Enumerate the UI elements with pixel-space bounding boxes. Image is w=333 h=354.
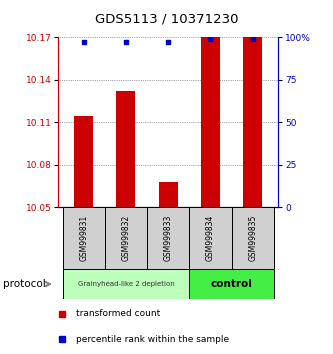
Point: [166, 39, 171, 45]
Text: control: control: [211, 279, 252, 289]
Bar: [201, 37, 220, 207]
Text: percentile rank within the sample: percentile rank within the sample: [76, 335, 229, 344]
Text: GSM999831: GSM999831: [79, 215, 88, 261]
Text: protocol: protocol: [3, 279, 46, 289]
Text: GSM999835: GSM999835: [248, 215, 257, 261]
Text: GSM999834: GSM999834: [206, 215, 215, 261]
FancyBboxPatch shape: [147, 207, 189, 269]
Text: Grainyhead-like 2 depletion: Grainyhead-like 2 depletion: [78, 281, 174, 287]
FancyBboxPatch shape: [189, 207, 231, 269]
Text: GDS5113 / 10371230: GDS5113 / 10371230: [95, 12, 238, 25]
Point: [123, 39, 129, 45]
Point: [208, 36, 213, 42]
FancyBboxPatch shape: [189, 269, 274, 299]
Point: [250, 36, 255, 42]
FancyBboxPatch shape: [231, 207, 274, 269]
Bar: [159, 182, 178, 207]
FancyBboxPatch shape: [105, 207, 147, 269]
Point: [81, 39, 86, 45]
Bar: [74, 116, 93, 207]
Text: GSM999833: GSM999833: [164, 215, 173, 261]
Bar: [117, 91, 136, 207]
Bar: [243, 37, 262, 207]
FancyBboxPatch shape: [63, 269, 189, 299]
Text: transformed count: transformed count: [76, 309, 160, 318]
FancyBboxPatch shape: [63, 207, 105, 269]
Text: GSM999832: GSM999832: [122, 215, 131, 261]
